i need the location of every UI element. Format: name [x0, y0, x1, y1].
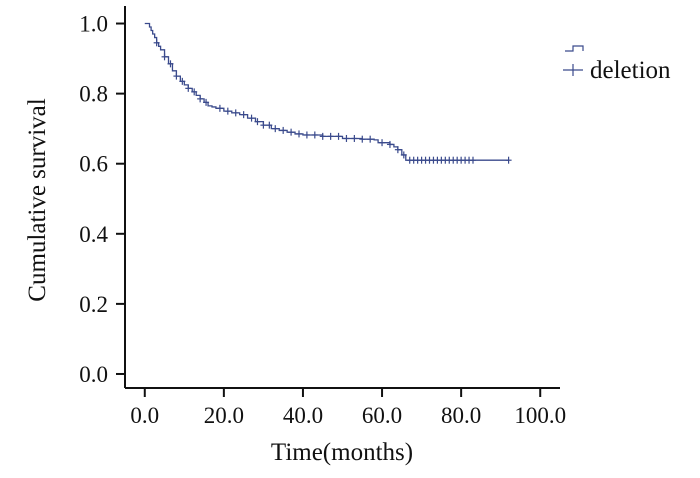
y-tick-label: 0.4	[79, 222, 108, 247]
y-tick-label: 0.0	[79, 362, 108, 387]
y-tick-label: 0.2	[79, 292, 108, 317]
censor-mark	[240, 111, 247, 119]
y-tick-label: 1.0	[79, 12, 108, 37]
censor-mark	[161, 53, 168, 61]
censor-mark	[343, 134, 350, 142]
censor-mark	[173, 72, 180, 80]
censor-mark	[367, 135, 374, 143]
y-ticks: 0.0 0.2 0.4 0.6 0.8 1.0	[79, 12, 125, 387]
censor-mark	[232, 109, 239, 117]
censor-mark	[470, 156, 476, 164]
censor-mark	[197, 95, 204, 103]
x-tick-label: 0.0	[130, 403, 159, 428]
legend: deletion	[563, 45, 671, 84]
censor-mark	[167, 60, 174, 68]
x-tick-label: 80.0	[441, 403, 481, 428]
x-tick-label: 60.0	[362, 403, 402, 428]
censor-mark	[386, 140, 393, 148]
censor-mark	[280, 126, 287, 134]
censor-mark	[319, 132, 326, 140]
legend-label-deletion: deletion	[590, 57, 671, 84]
censor-mark	[296, 130, 302, 138]
censor-mark	[505, 156, 512, 164]
legend-step-icon	[565, 45, 584, 52]
censor-mark	[203, 98, 210, 106]
censor-mark	[191, 88, 198, 96]
censor-mark	[359, 135, 366, 143]
censor-mark	[400, 151, 407, 159]
censor-mark	[335, 132, 342, 140]
censor-mark	[254, 118, 261, 126]
censor-mark	[248, 114, 255, 122]
censor-mark	[153, 39, 160, 47]
x-tick-label: 20.0	[204, 403, 244, 428]
censor-mark	[303, 131, 310, 139]
x-tick-label: 100.0	[514, 403, 566, 428]
y-tick-label: 0.6	[79, 152, 108, 177]
censor-mark	[224, 107, 231, 115]
censor-mark	[288, 128, 295, 136]
censor-mark	[260, 121, 267, 129]
censor-mark	[327, 132, 334, 140]
censor-mark	[272, 125, 279, 133]
censor-mark	[266, 121, 273, 129]
censor-mark	[351, 134, 358, 142]
x-axis-title: Time(months)	[271, 439, 413, 466]
x-ticks: 0.0 20.0 40.0 60.0 80.0 100.0	[130, 388, 566, 428]
censor-mark	[379, 139, 386, 147]
y-tick-label: 0.8	[79, 82, 108, 107]
censor-mark	[394, 146, 401, 154]
y-axis-title: Cumulative survival	[24, 98, 51, 301]
plot-area	[125, 6, 560, 388]
censor-mark	[185, 84, 192, 92]
series-layer	[144, 22, 512, 164]
x-tick-label: 40.0	[283, 403, 323, 428]
censor-mark	[216, 104, 223, 112]
censor-mark	[179, 77, 186, 85]
censor-mark	[311, 131, 318, 139]
